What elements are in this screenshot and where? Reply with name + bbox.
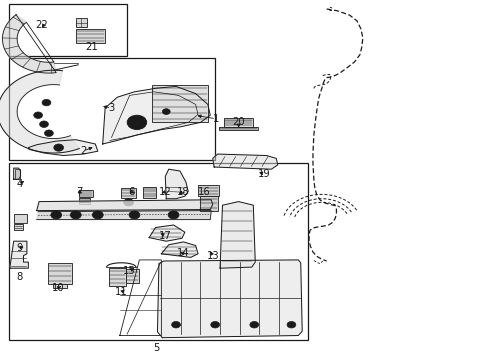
Polygon shape bbox=[10, 241, 28, 268]
Text: 8: 8 bbox=[17, 272, 22, 282]
Polygon shape bbox=[102, 86, 210, 144]
Polygon shape bbox=[37, 211, 211, 220]
Bar bbox=[9, 163, 307, 340]
Polygon shape bbox=[37, 200, 212, 211]
Bar bbox=[9, 4, 127, 56]
Circle shape bbox=[127, 115, 146, 130]
Polygon shape bbox=[161, 242, 198, 257]
Circle shape bbox=[286, 321, 295, 328]
Bar bbox=[224, 118, 253, 127]
Text: 19: 19 bbox=[257, 168, 270, 179]
Text: 20: 20 bbox=[232, 117, 244, 127]
Text: 1: 1 bbox=[212, 114, 219, 124]
Polygon shape bbox=[14, 168, 20, 179]
Text: 4: 4 bbox=[17, 179, 22, 189]
Polygon shape bbox=[2, 15, 56, 73]
Bar bbox=[151, 85, 207, 122]
Text: 6: 6 bbox=[127, 187, 134, 197]
Text: 2: 2 bbox=[80, 146, 86, 156]
Text: 13: 13 bbox=[206, 251, 219, 261]
Circle shape bbox=[54, 144, 63, 151]
Bar bbox=[53, 284, 67, 288]
Bar bbox=[76, 18, 87, 27]
Circle shape bbox=[249, 321, 258, 328]
Text: 12: 12 bbox=[159, 187, 171, 197]
Bar bbox=[14, 224, 23, 230]
Polygon shape bbox=[212, 154, 277, 169]
Circle shape bbox=[132, 119, 142, 126]
Polygon shape bbox=[157, 260, 302, 338]
Text: 15: 15 bbox=[123, 266, 136, 276]
Text: 17: 17 bbox=[159, 231, 171, 241]
Circle shape bbox=[51, 211, 61, 219]
Bar bbox=[219, 127, 258, 130]
Circle shape bbox=[70, 211, 81, 219]
Text: 3: 3 bbox=[108, 103, 114, 113]
Polygon shape bbox=[0, 70, 79, 153]
Polygon shape bbox=[28, 140, 98, 156]
Circle shape bbox=[40, 121, 48, 127]
Text: 16: 16 bbox=[198, 187, 210, 197]
Circle shape bbox=[44, 130, 53, 136]
Bar bbox=[108, 268, 126, 286]
Text: 18: 18 bbox=[177, 187, 189, 197]
Circle shape bbox=[34, 112, 42, 118]
Circle shape bbox=[162, 109, 170, 114]
Bar bbox=[48, 263, 72, 284]
Bar bbox=[121, 188, 136, 198]
Circle shape bbox=[123, 199, 133, 206]
Text: 11: 11 bbox=[115, 287, 127, 297]
Text: 7: 7 bbox=[76, 187, 82, 197]
Text: 21: 21 bbox=[85, 42, 98, 52]
Bar bbox=[15, 169, 20, 179]
Text: 14: 14 bbox=[177, 248, 189, 258]
Bar bbox=[14, 214, 27, 223]
Circle shape bbox=[168, 211, 179, 219]
Bar bbox=[199, 196, 217, 211]
Circle shape bbox=[171, 321, 180, 328]
Bar bbox=[9, 58, 215, 160]
Bar bbox=[79, 198, 90, 204]
Text: 9: 9 bbox=[16, 243, 23, 253]
Polygon shape bbox=[149, 225, 184, 241]
Bar bbox=[126, 269, 139, 283]
Text: 10: 10 bbox=[51, 283, 64, 293]
Text: 22: 22 bbox=[35, 20, 48, 30]
Polygon shape bbox=[220, 202, 255, 268]
Bar bbox=[79, 190, 93, 197]
Polygon shape bbox=[165, 169, 188, 199]
Circle shape bbox=[210, 321, 219, 328]
Bar bbox=[198, 185, 219, 196]
Circle shape bbox=[129, 211, 140, 219]
Circle shape bbox=[42, 99, 51, 106]
Circle shape bbox=[92, 211, 103, 219]
Text: 5: 5 bbox=[153, 343, 160, 354]
Bar bbox=[143, 187, 156, 198]
Bar bbox=[76, 29, 105, 43]
